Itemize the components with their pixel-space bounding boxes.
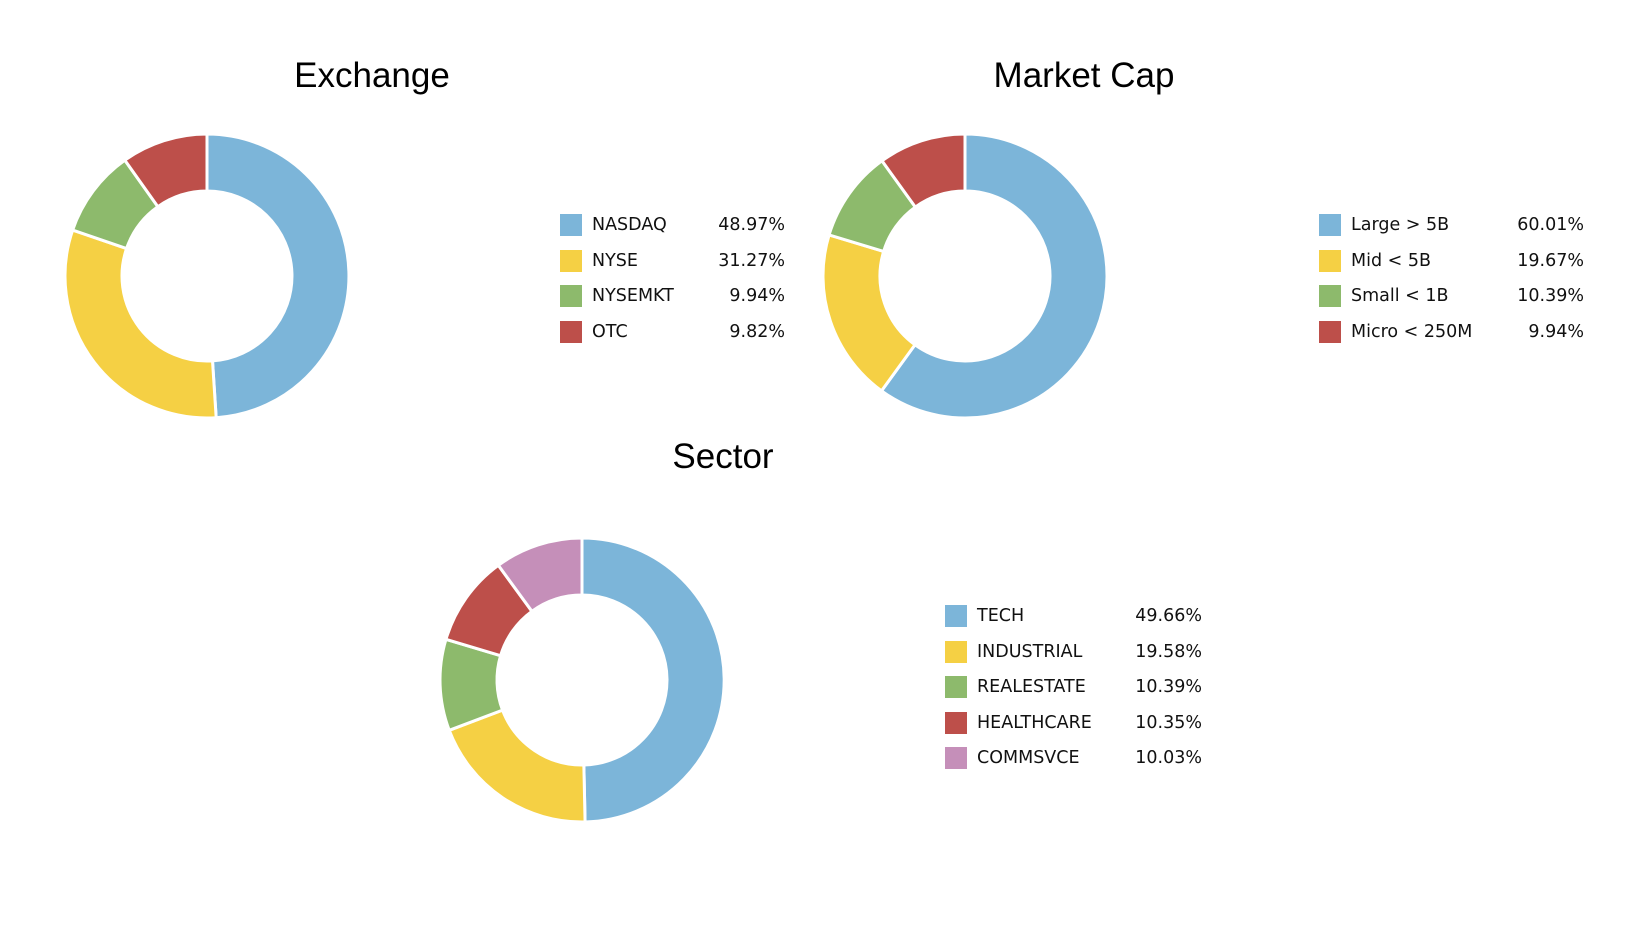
legend-item: Micro < 250M 9.94%	[1319, 320, 1584, 343]
legend-item: Small < 1B 10.39%	[1319, 285, 1584, 307]
market-cap-donut-chart	[821, 132, 1109, 420]
legend-item: Mid < 5B 19.67%	[1319, 249, 1584, 272]
legend-swatch	[1319, 249, 1341, 272]
legend-value: 10.03%	[1135, 748, 1202, 768]
donut-segment-otc[interactable]	[122, 132, 209, 209]
legend-label: REALESTATE	[977, 677, 1086, 697]
legend-value: 60.01%	[1517, 215, 1584, 235]
donut-segment-nasdaq[interactable]	[205, 132, 351, 420]
legend-value: 10.39%	[1517, 286, 1584, 306]
legend-label: Large > 5B	[1351, 215, 1450, 235]
legend-swatch	[1319, 320, 1341, 343]
legend-swatch	[560, 214, 582, 236]
legend-label: NYSEMKT	[592, 286, 674, 306]
sector-legend: TECH 49.66% INDUSTRIAL 19.58% REALESTATE 10.3…	[945, 605, 1202, 783]
market-cap-legend: Large > 5B 60.01% Mid < 5B 19.67% Small < 1B…	[1319, 214, 1584, 356]
donut-segment-tech[interactable]	[580, 536, 726, 824]
legend-label: Micro < 250M	[1351, 321, 1473, 342]
legend-value: 10.39%	[1135, 677, 1202, 697]
legend-swatch	[945, 640, 967, 663]
legend-swatch	[560, 249, 582, 272]
donut-segment-nyse[interactable]	[63, 228, 218, 420]
legend-value: 9.82%	[729, 321, 785, 342]
legend-label: HEALTHCARE	[977, 712, 1092, 733]
legend-swatch	[945, 711, 967, 734]
donut-segment-micro-250m[interactable]	[879, 132, 967, 210]
legend-swatch	[1319, 214, 1341, 236]
legend-value: 9.94%	[1528, 321, 1584, 342]
legend-swatch	[560, 320, 582, 343]
legend-item: NASDAQ 48.97%	[560, 214, 785, 236]
legend-label: COMMSVCE	[977, 748, 1080, 768]
legend-swatch	[1319, 285, 1341, 307]
legend-item: COMMSVCE 10.03%	[945, 747, 1202, 769]
legend-swatch	[560, 285, 582, 307]
legend-item: OTC 9.82%	[560, 320, 785, 343]
legend-value: 19.58%	[1135, 641, 1202, 662]
legend-label: Mid < 5B	[1351, 250, 1431, 271]
market-cap-chart-title: Market Cap	[993, 56, 1175, 95]
legend-value: 31.27%	[718, 250, 785, 271]
legend-item: NYSE 31.27%	[560, 249, 785, 272]
legend-value: 9.94%	[729, 286, 785, 306]
legend-label: Small < 1B	[1351, 286, 1449, 306]
legend-label: TECH	[977, 606, 1025, 626]
legend-item: REALESTATE 10.39%	[945, 676, 1202, 698]
sector-donut-chart	[438, 536, 726, 824]
legend-swatch	[945, 605, 967, 627]
exchange-donut-chart	[63, 132, 351, 420]
legend-value: 10.35%	[1135, 712, 1202, 733]
legend-label: OTC	[592, 321, 628, 342]
legend-item: INDUSTRIAL 19.58%	[945, 640, 1202, 663]
legend-swatch	[945, 676, 967, 698]
legend-label: NYSE	[592, 250, 638, 271]
legend-label: NASDAQ	[592, 215, 667, 235]
legend-label: INDUSTRIAL	[977, 641, 1083, 662]
legend-value: 49.66%	[1135, 606, 1202, 626]
legend-item: HEALTHCARE 10.35%	[945, 711, 1202, 734]
donut-segment-large-5b[interactable]	[879, 132, 1109, 420]
exchange-chart-title: Exchange	[294, 56, 450, 95]
legend-value: 19.67%	[1517, 250, 1584, 271]
donut-segment-industrial[interactable]	[447, 708, 587, 824]
legend-item: NYSEMKT 9.94%	[560, 285, 785, 307]
legend-value: 48.97%	[718, 215, 785, 235]
legend-item: TECH 49.66%	[945, 605, 1202, 627]
legend-item: Large > 5B 60.01%	[1319, 214, 1584, 236]
donut-segment-commsvce[interactable]	[496, 536, 584, 614]
exchange-legend: NASDAQ 48.97% NYSE 31.27% NYSEMKT 9.94% OTC 9.8…	[560, 214, 785, 356]
legend-swatch	[945, 747, 967, 769]
sector-chart-title: Sector	[672, 437, 774, 476]
